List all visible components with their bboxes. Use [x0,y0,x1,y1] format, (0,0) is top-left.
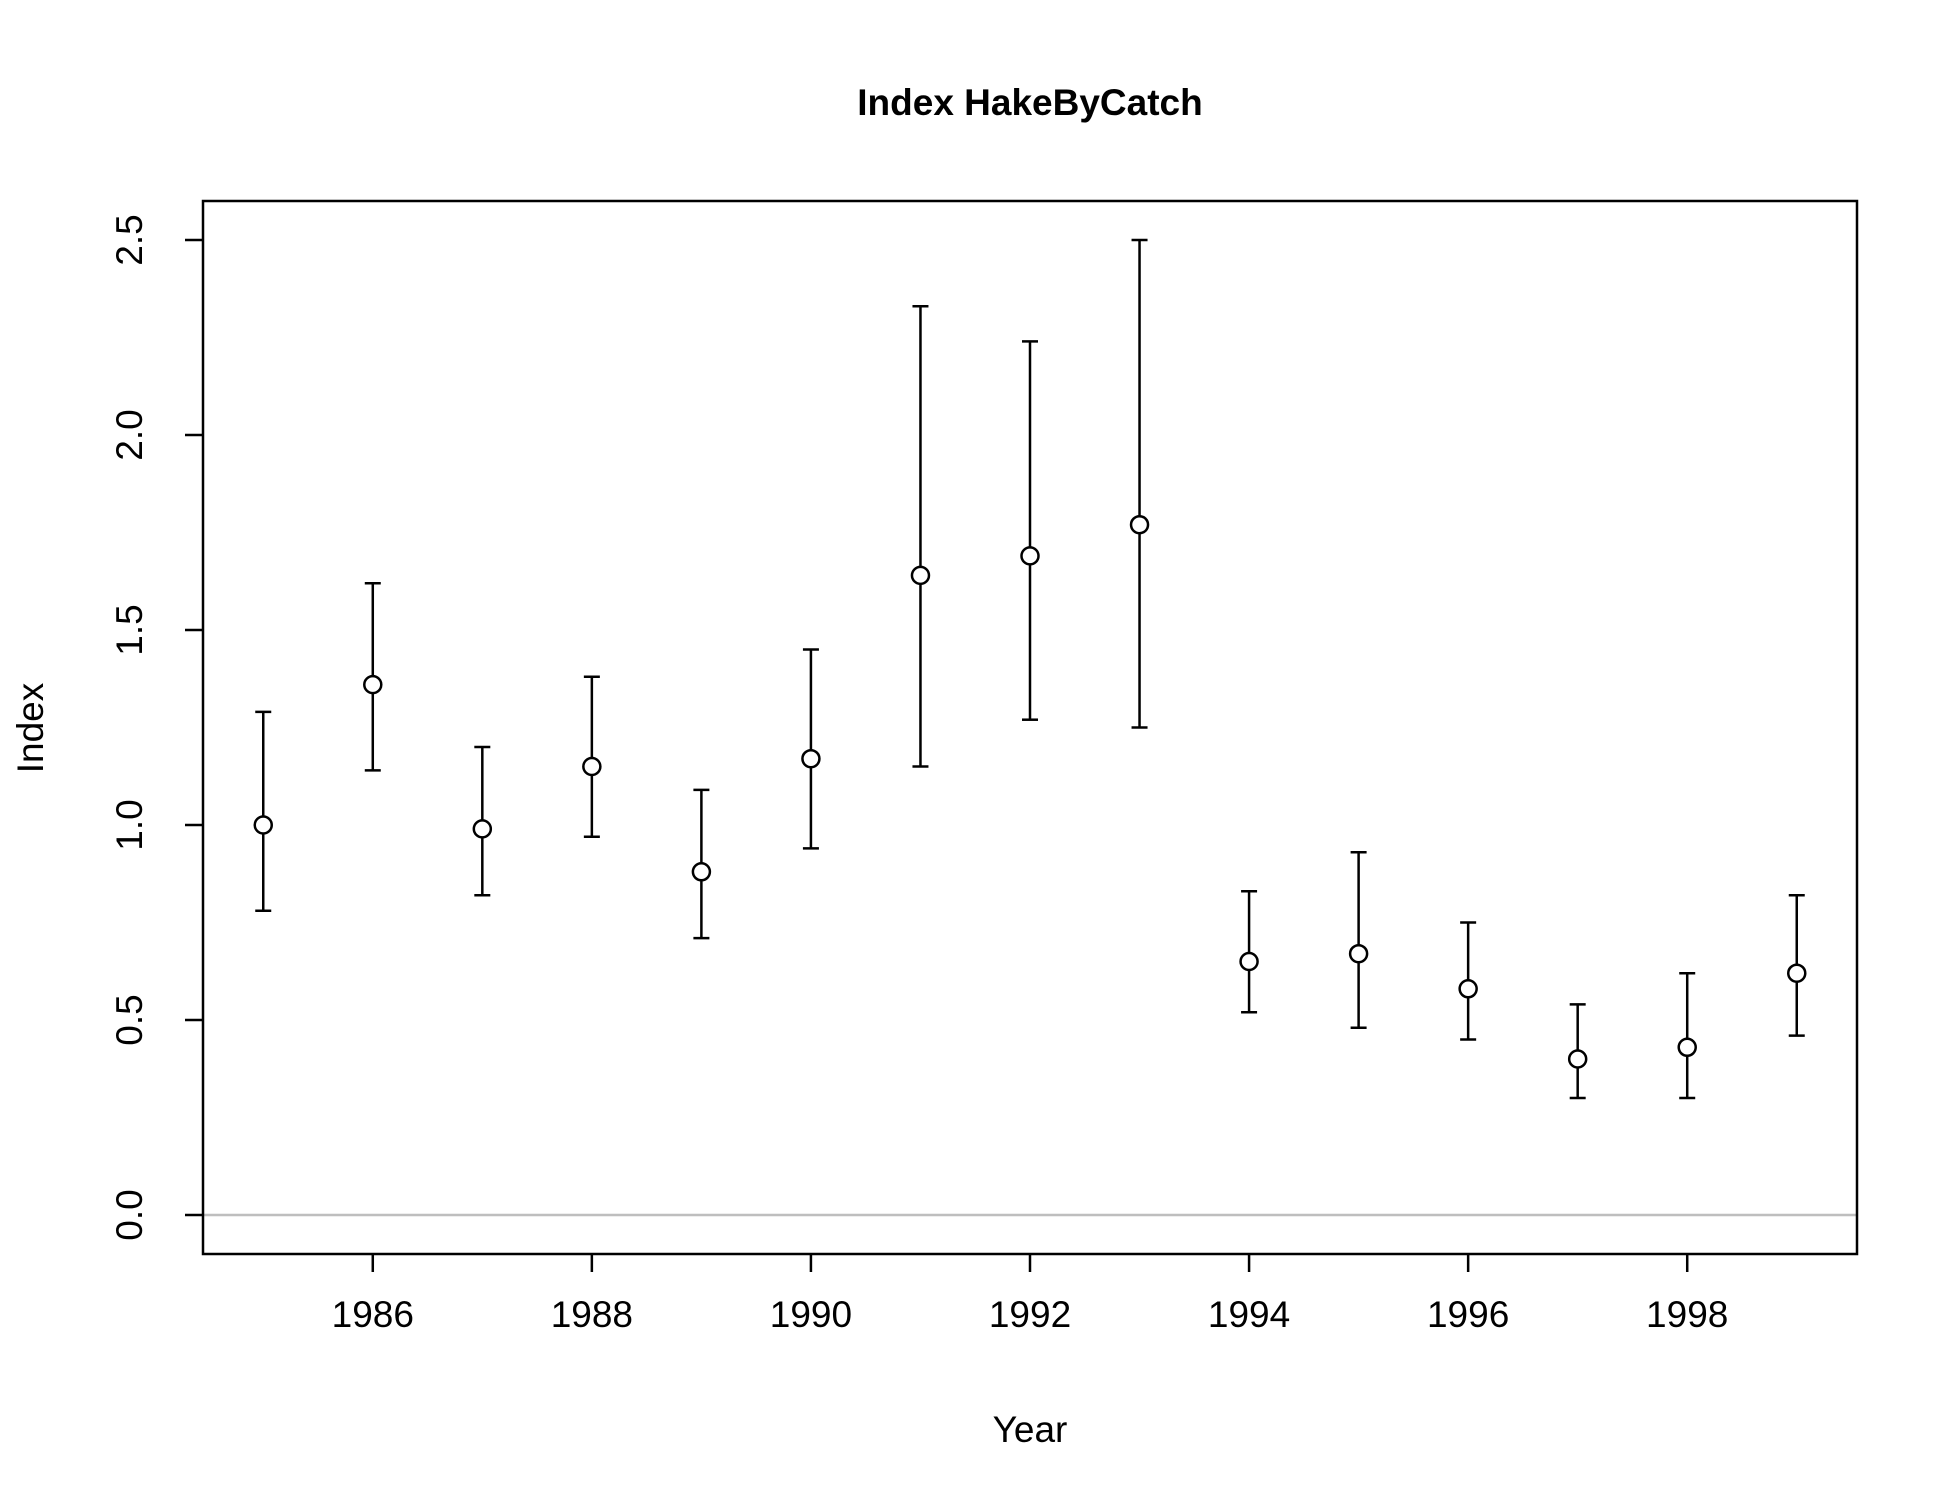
chart-title: Index HakeByCatch [857,82,1202,123]
error-bar-1993 [1131,238,1148,729]
error-bar-1995 [1350,851,1367,1030]
data-point-1989 [691,862,712,882]
error-bar-1992 [1022,340,1038,721]
data-point-1985 [253,815,273,835]
data-point-1992 [1020,546,1040,566]
error-bar-layer [255,238,1805,1100]
x-tick-label-1990: 1990 [770,1294,852,1335]
point-layer [253,514,1807,1069]
y-axis: 0.0 0.5 1.0 1.5 2.0 2.5 [109,214,203,1241]
x-tick-label-1994: 1994 [1208,1294,1290,1335]
y-tick-label-2.5: 2.5 [109,214,150,265]
data-point-1991 [910,565,931,586]
x-axis-label: Year [993,1409,1068,1450]
y-axis-label: Index [10,682,51,773]
data-point-1986 [363,674,383,695]
data-point-1993 [1129,514,1150,535]
data-point-1995 [1348,943,1369,964]
data-point-1996 [1458,979,1478,999]
data-point-1987 [472,819,493,839]
y-tick-label-0.0: 0.0 [109,1189,150,1240]
x-tick-label-1996: 1996 [1427,1294,1509,1335]
error-bar-1991 [912,305,929,768]
y-tick-label-1.0: 1.0 [109,799,150,850]
data-point-1997 [1567,1049,1588,1069]
x-axis: 1986 1988 1990 1992 1994 1996 1998 [332,1254,1728,1335]
data-point-1999 [1787,963,1807,983]
data-point-1994 [1239,951,1259,972]
data-point-1998 [1677,1037,1697,1058]
data-point-1990 [801,748,821,769]
error-bar-1998 [1679,971,1696,1100]
y-tick-label-1.5: 1.5 [109,604,150,655]
error-bar-1985 [255,710,272,913]
y-tick-label-2.0: 2.0 [109,409,150,460]
x-tick-label-1998: 1998 [1646,1294,1728,1335]
x-tick-label-1986: 1986 [332,1294,414,1335]
y-tick-label-0.5: 0.5 [109,994,150,1045]
x-tick-label-1992: 1992 [989,1294,1071,1335]
x-tick-label-1988: 1988 [551,1294,633,1335]
data-point-1988 [582,756,602,777]
